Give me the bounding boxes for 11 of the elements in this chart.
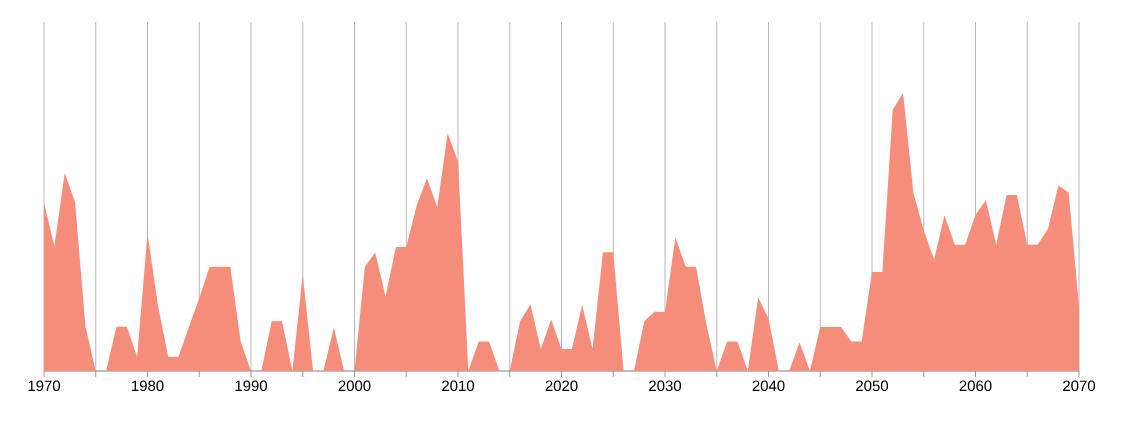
- x-tick-label: 2010: [442, 380, 475, 392]
- x-tick-label: 2030: [649, 380, 682, 392]
- x-tick-label: 1970: [28, 380, 61, 392]
- x-tick-label: 2060: [959, 380, 992, 392]
- x-tick-label: 2070: [1063, 380, 1096, 392]
- x-tick-label: 2020: [545, 380, 578, 392]
- x-tick-label: 2050: [856, 380, 889, 392]
- x-tick-label: 1990: [235, 380, 268, 392]
- x-tick-label: 2040: [752, 380, 785, 392]
- x-tick-label: 1980: [132, 380, 164, 392]
- x-tick-label: 2000: [338, 380, 371, 392]
